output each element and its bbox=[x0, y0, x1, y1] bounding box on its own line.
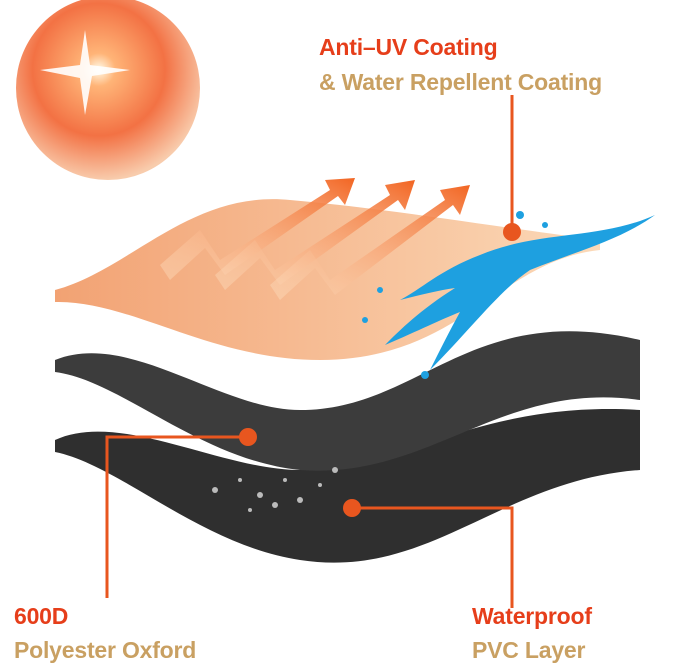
fabric-subtitle: Polyester Oxford bbox=[14, 637, 197, 663]
pvc-marker bbox=[343, 499, 361, 517]
pvc-subtitle: PVC Layer bbox=[472, 637, 586, 663]
water-splash-icon bbox=[362, 211, 655, 379]
sun-icon bbox=[10, 0, 210, 190]
uv-arrow-icon bbox=[160, 178, 470, 300]
leader-lines bbox=[105, 95, 514, 608]
coating-title: Anti–UV Coating bbox=[319, 34, 498, 60]
fabric-title: 600D bbox=[14, 603, 69, 629]
pvc-title: Waterproof bbox=[472, 603, 592, 629]
coating-subtitle: & Water Repellent Coating bbox=[319, 69, 602, 95]
coating-marker bbox=[503, 223, 521, 241]
pvc-layer bbox=[55, 409, 640, 563]
fabric-marker bbox=[239, 428, 257, 446]
water-droplets-icon bbox=[212, 467, 338, 512]
